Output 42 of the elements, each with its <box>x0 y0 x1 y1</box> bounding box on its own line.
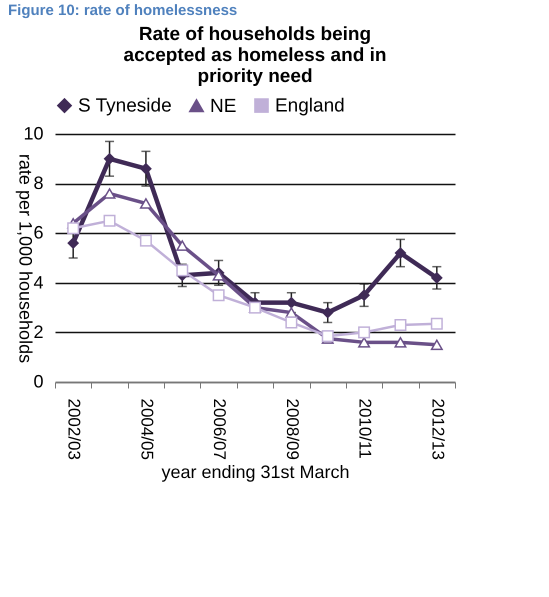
point <box>285 316 298 328</box>
point <box>67 237 80 250</box>
x-tick-label: 2002/03 <box>64 398 84 460</box>
point <box>104 152 116 165</box>
legend-label: NE <box>210 96 236 117</box>
point <box>104 214 116 227</box>
x-tick-label: 2004/05 <box>137 398 156 460</box>
chart-title: Rate of households being accepted as homeless and in priority need <box>124 24 386 87</box>
point <box>67 222 80 234</box>
point <box>140 162 152 175</box>
point <box>430 272 443 284</box>
point <box>212 289 225 302</box>
point <box>176 240 188 251</box>
y-tick-label: 6 <box>33 222 44 243</box>
y-tick-label: 8 <box>33 173 44 194</box>
point <box>430 318 443 330</box>
legend-label: S Tyneside <box>78 96 172 117</box>
x-tick-label: 2006/07 <box>210 398 230 460</box>
x-axis-title: year ending 31st March <box>161 462 350 482</box>
point <box>140 198 152 209</box>
point <box>358 337 370 348</box>
point <box>358 326 370 338</box>
point <box>358 289 370 302</box>
x-tick-label: 2012/13 <box>428 398 448 460</box>
y-tick-label: 0 <box>33 372 44 392</box>
y-axis-title: rate per 1,000 households <box>15 154 36 364</box>
point <box>430 340 443 350</box>
point <box>104 188 116 199</box>
point <box>394 318 406 331</box>
y-tick-label: 2 <box>33 322 44 342</box>
x-tick-label: 2010/11 <box>356 398 375 459</box>
y-tick-label: 10 <box>23 124 44 144</box>
caption: Figure 10: rate of homelessness <box>8 2 238 19</box>
y-tick-label: 4 <box>33 272 44 292</box>
point <box>322 330 334 342</box>
legend-label: England <box>275 96 345 117</box>
point <box>140 234 152 247</box>
point <box>176 264 188 276</box>
point <box>394 247 406 259</box>
point <box>394 337 406 348</box>
point <box>322 306 334 318</box>
x-tick-label: 2008/09 <box>282 398 302 460</box>
